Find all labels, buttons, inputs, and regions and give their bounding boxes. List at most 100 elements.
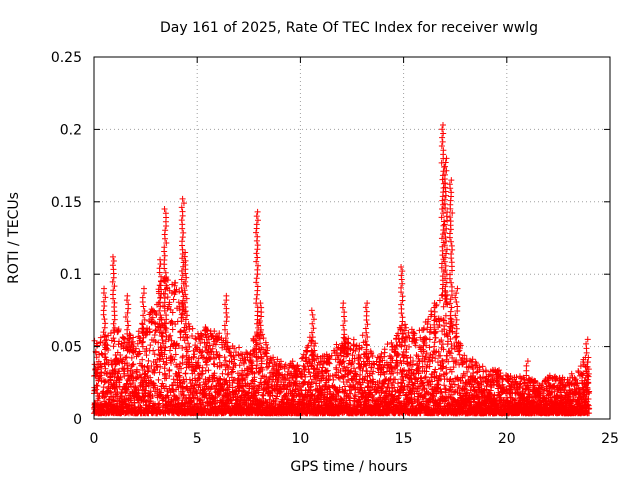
data-point bbox=[240, 387, 247, 394]
data-point bbox=[230, 377, 237, 384]
data-point bbox=[164, 294, 171, 301]
data-point bbox=[205, 377, 212, 384]
data-point bbox=[319, 364, 326, 371]
data-point bbox=[107, 330, 114, 337]
data-point bbox=[236, 372, 243, 379]
data-point bbox=[258, 382, 265, 389]
data-point bbox=[300, 362, 307, 369]
data-point bbox=[178, 311, 185, 318]
data-point bbox=[211, 328, 218, 335]
data-point bbox=[206, 376, 213, 383]
data-point bbox=[278, 358, 285, 365]
data-point bbox=[312, 340, 319, 347]
data-point bbox=[226, 349, 233, 356]
data-point bbox=[199, 348, 206, 355]
data-point bbox=[177, 334, 184, 341]
data-point bbox=[323, 368, 330, 375]
data-point bbox=[168, 337, 175, 344]
data-point bbox=[151, 319, 158, 326]
data-point bbox=[176, 307, 183, 314]
data-point bbox=[289, 375, 296, 382]
data-point bbox=[326, 390, 333, 397]
data-point bbox=[176, 394, 183, 401]
data-point bbox=[116, 368, 123, 375]
data-point bbox=[183, 334, 190, 341]
data-point bbox=[279, 371, 286, 378]
data-point bbox=[148, 362, 155, 369]
data-point bbox=[117, 352, 124, 359]
data-point bbox=[177, 360, 184, 367]
data-point bbox=[103, 336, 110, 343]
data-point bbox=[110, 343, 117, 350]
data-point bbox=[124, 361, 131, 368]
data-point bbox=[199, 397, 206, 404]
grid-lines bbox=[94, 57, 610, 419]
data-point bbox=[124, 380, 131, 387]
data-point bbox=[185, 340, 192, 347]
data-point bbox=[231, 356, 238, 363]
data-point bbox=[182, 370, 189, 377]
data-point bbox=[101, 379, 108, 386]
data-point bbox=[205, 367, 212, 374]
data-point bbox=[169, 309, 176, 316]
data-point bbox=[163, 383, 170, 390]
data-point bbox=[143, 352, 150, 359]
data-point bbox=[224, 371, 231, 378]
data-point bbox=[102, 365, 109, 372]
data-point bbox=[139, 356, 146, 363]
data-point bbox=[298, 355, 305, 362]
data-point bbox=[274, 356, 281, 363]
data-point bbox=[176, 288, 183, 295]
data-point bbox=[189, 325, 196, 332]
data-point bbox=[216, 391, 223, 398]
data-point bbox=[327, 388, 334, 395]
data-point bbox=[155, 376, 162, 383]
data-point bbox=[172, 279, 179, 286]
data-point bbox=[286, 383, 293, 390]
data-point bbox=[247, 359, 254, 366]
data-point bbox=[170, 376, 177, 383]
data-point bbox=[302, 347, 309, 354]
data-point bbox=[204, 327, 211, 334]
data-point bbox=[139, 367, 146, 374]
data-point bbox=[110, 335, 117, 342]
data-point bbox=[133, 345, 140, 352]
data-point bbox=[325, 376, 332, 383]
data-point bbox=[269, 392, 276, 399]
data-point bbox=[270, 354, 277, 361]
data-point bbox=[110, 397, 117, 404]
data-point bbox=[236, 344, 243, 351]
data-point bbox=[133, 369, 140, 376]
data-point bbox=[186, 376, 193, 383]
data-point bbox=[316, 382, 323, 389]
data-point bbox=[97, 334, 104, 341]
data-point bbox=[123, 354, 130, 361]
data-point bbox=[215, 336, 222, 343]
data-point bbox=[191, 351, 198, 358]
data-point bbox=[231, 345, 238, 352]
data-point bbox=[184, 358, 191, 365]
data-point bbox=[316, 361, 323, 368]
data-point bbox=[149, 314, 156, 321]
data-point bbox=[142, 402, 149, 409]
data-point bbox=[115, 326, 122, 333]
data-point bbox=[295, 365, 302, 372]
data-point bbox=[164, 277, 171, 284]
data-point bbox=[172, 351, 179, 358]
data-point bbox=[145, 357, 152, 364]
data-point bbox=[326, 356, 333, 363]
data-point bbox=[126, 336, 133, 343]
data-point bbox=[158, 389, 165, 396]
data-point bbox=[197, 340, 204, 347]
data-point bbox=[264, 344, 271, 351]
data-point bbox=[94, 383, 101, 390]
data-point bbox=[324, 367, 331, 374]
data-point bbox=[138, 339, 145, 346]
data-point bbox=[237, 350, 244, 357]
data-point bbox=[134, 340, 141, 347]
data-point bbox=[332, 396, 339, 403]
data-point bbox=[203, 361, 210, 368]
data-point bbox=[225, 370, 232, 377]
data-point bbox=[150, 347, 157, 354]
